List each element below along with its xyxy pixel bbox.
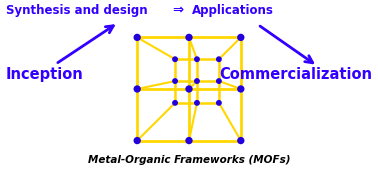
Text: Metal-Organic Frameworks (MOFs): Metal-Organic Frameworks (MOFs)	[88, 155, 290, 165]
Point	[172, 80, 178, 82]
Point	[194, 58, 200, 61]
Point	[186, 139, 192, 142]
Text: Applications: Applications	[192, 4, 274, 17]
Point	[134, 88, 140, 90]
Point	[238, 88, 244, 90]
Point	[216, 80, 222, 82]
Point	[194, 80, 200, 82]
Point	[134, 36, 140, 39]
Point	[186, 36, 192, 39]
Text: Commercialization: Commercialization	[219, 67, 372, 82]
Point	[238, 139, 244, 142]
Point	[238, 36, 244, 39]
Text: Synthesis and design: Synthesis and design	[6, 4, 147, 17]
Point	[194, 101, 200, 104]
Point	[172, 101, 178, 104]
Point	[186, 88, 192, 90]
Point	[216, 101, 222, 104]
Point	[134, 139, 140, 142]
Point	[216, 58, 222, 61]
Text: Inception: Inception	[6, 67, 84, 82]
Point	[172, 58, 178, 61]
Text: ⇒: ⇒	[172, 4, 183, 17]
